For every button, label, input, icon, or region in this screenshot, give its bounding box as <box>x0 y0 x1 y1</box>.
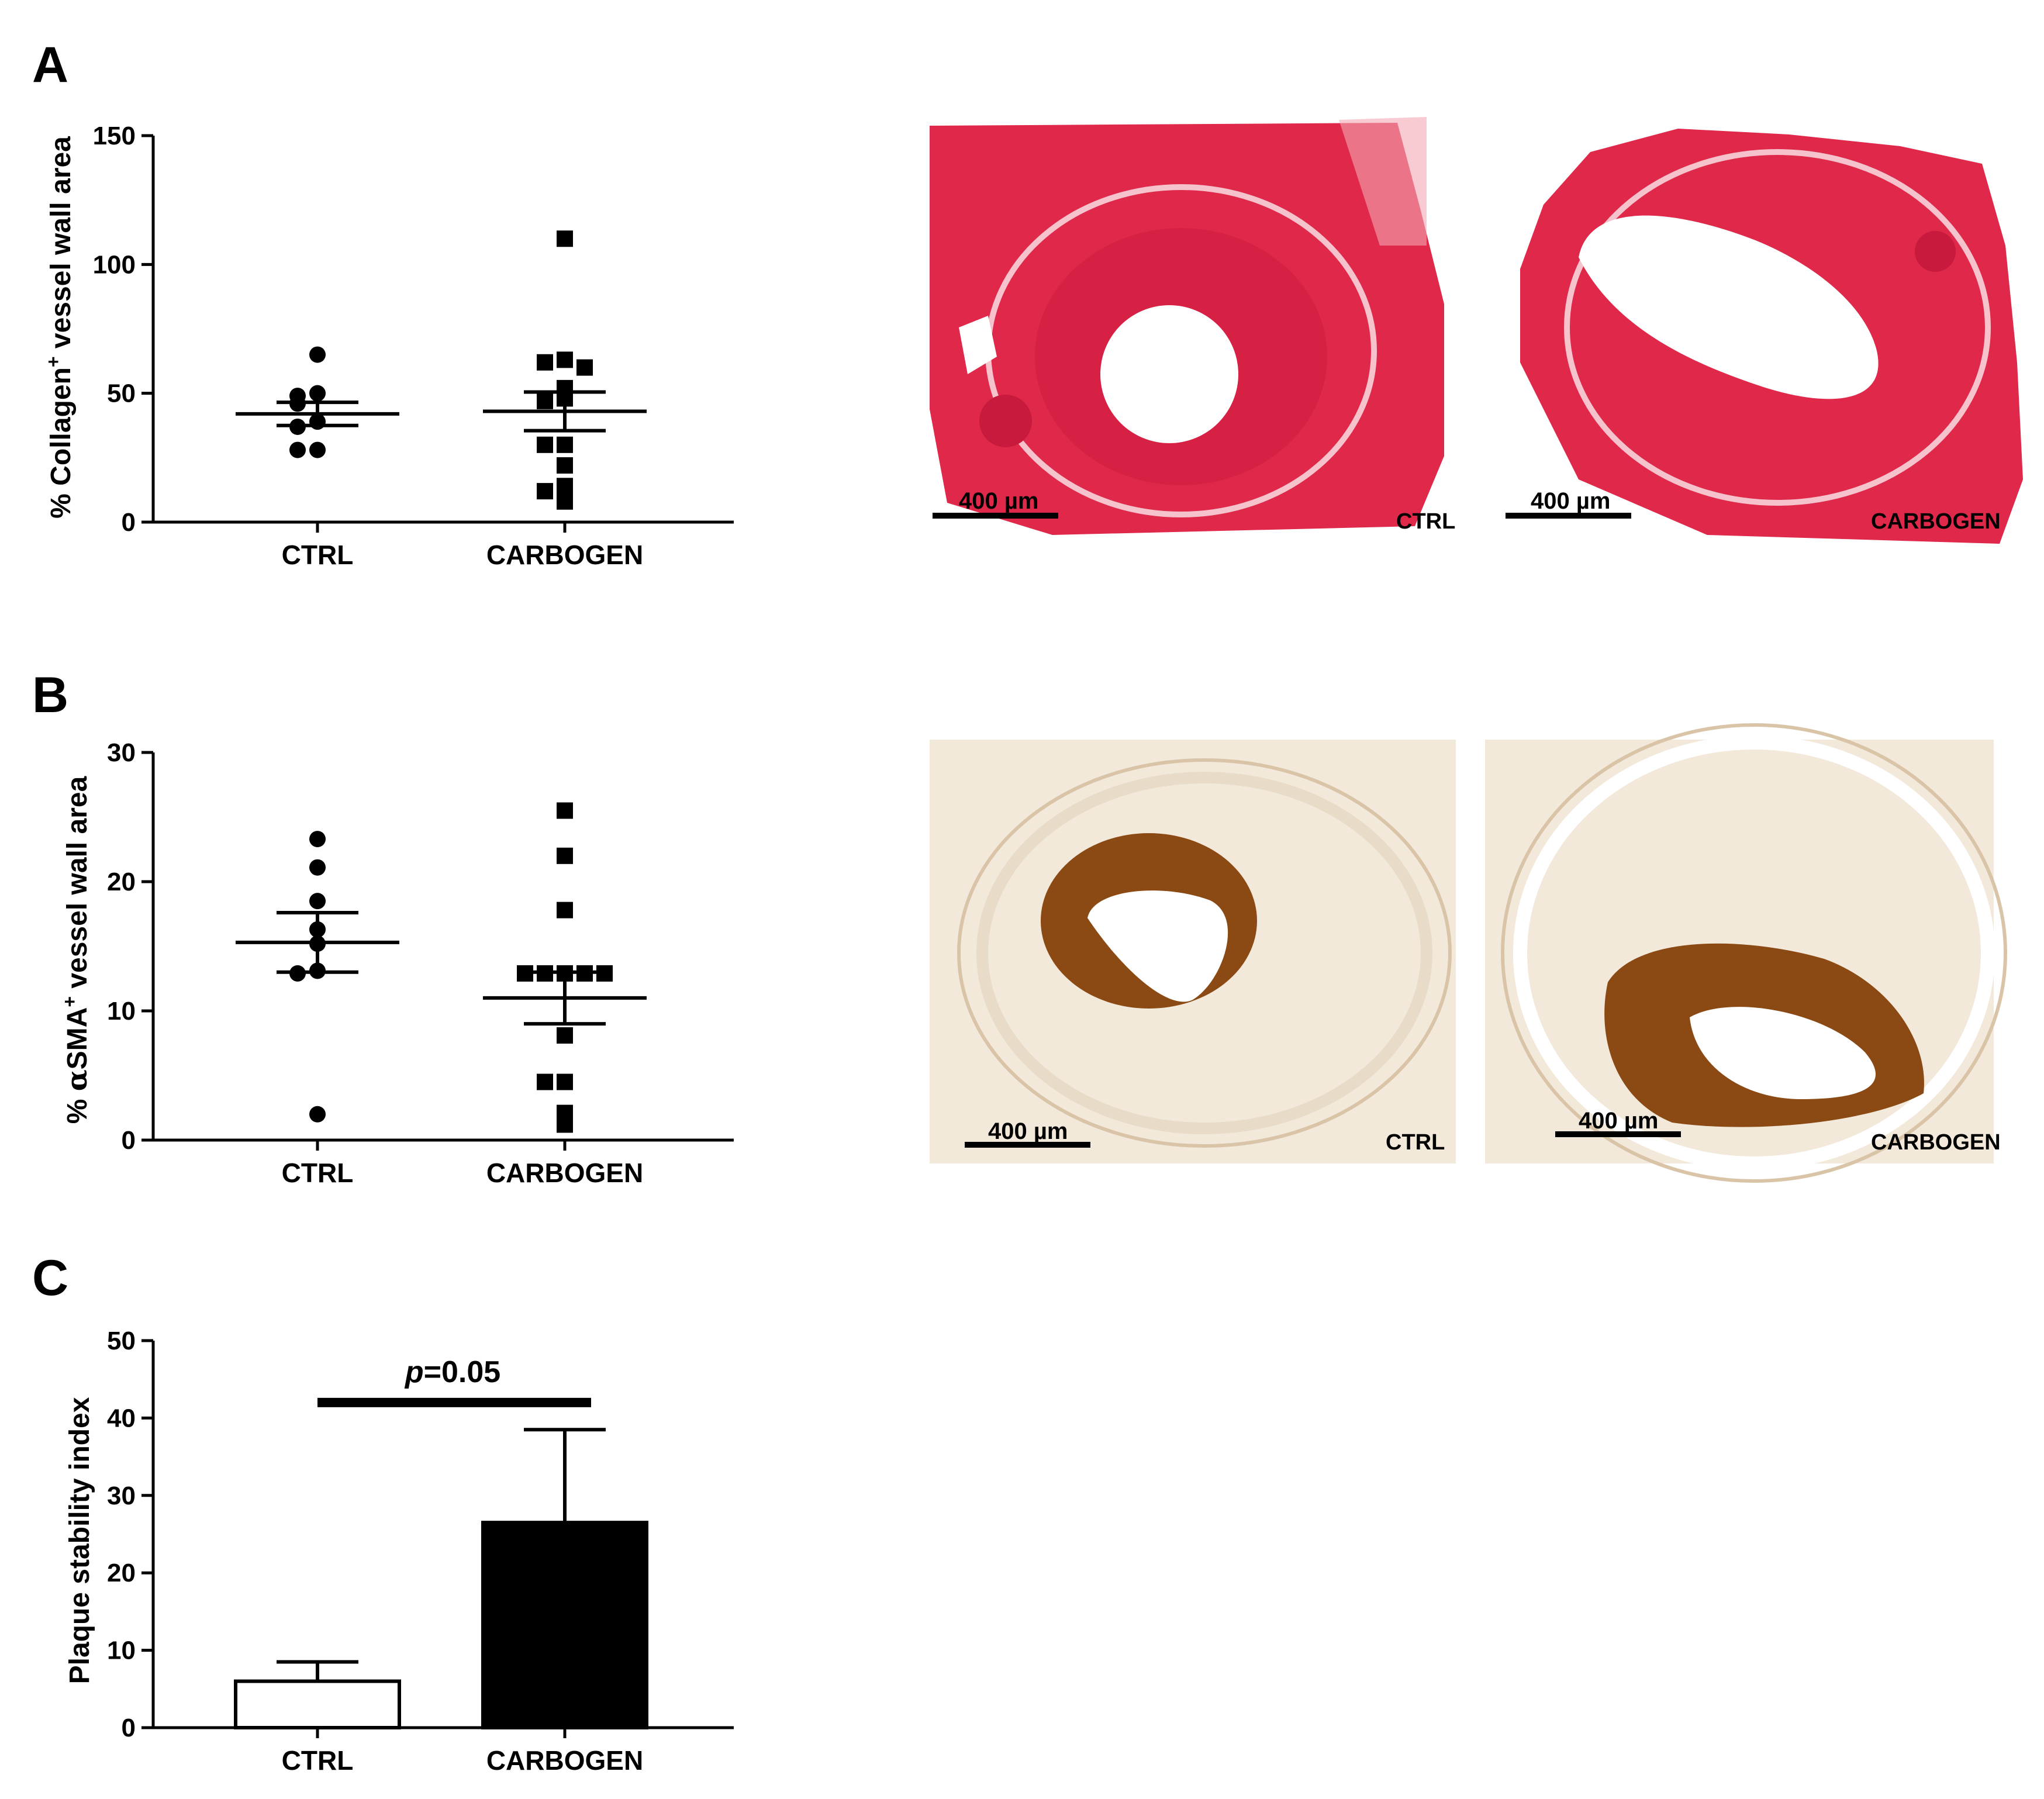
chart-a-category-label: CTRL <box>282 540 354 570</box>
chart-a-point <box>309 346 326 363</box>
micrograph-label-a-ctrl: CTRL <box>1396 509 1455 534</box>
chart-c-ylabel: Plaque stability index <box>64 1397 95 1684</box>
chart-a-ytick-label: 50 <box>107 379 136 408</box>
chart-c-bar <box>481 1521 648 1729</box>
chart-a-ytick-label: 100 <box>93 250 136 279</box>
chart-b-point <box>309 1106 326 1123</box>
chart-c-ytick-label: 20 <box>107 1559 136 1587</box>
chart-a-point <box>557 436 573 453</box>
micrograph-b-carbogen <box>1485 723 2007 1183</box>
chart-b-category-label: CTRL <box>282 1158 354 1188</box>
chart-b-ytick-label: 20 <box>107 868 136 896</box>
chart-c-ytick-label: 30 <box>107 1482 136 1510</box>
panel-letter-a: A <box>32 37 68 93</box>
chart-a-ytick-label: 150 <box>93 122 136 150</box>
chart-a-point <box>557 351 573 368</box>
chart-c-p-value: p=0.05 <box>404 1355 500 1389</box>
chart-c-category-label: CTRL <box>282 1745 354 1776</box>
chart-a-point <box>557 478 573 495</box>
micrograph-a-ctrl <box>930 117 1444 535</box>
chart-b-point <box>557 902 573 919</box>
chart-b-ylabel: % αSMA+ vessel wall area <box>59 776 94 1124</box>
scale-label-b-ctrl: 400 µm <box>988 1118 1068 1144</box>
chart-c-ytick-label: 10 <box>107 1636 136 1665</box>
panel-letter-b: B <box>32 667 68 723</box>
chart-b-point <box>557 847 573 864</box>
micrograph-label-b-carbogen: CARBOGEN <box>1871 1130 2001 1155</box>
chart-c-ytick-label: 40 <box>107 1404 136 1432</box>
chart-a-ylabel: % Collagen+ vessel wall area <box>43 136 77 519</box>
chart-a-point <box>537 392 553 409</box>
chart-a-point <box>557 457 573 474</box>
chart-b-point <box>309 893 326 910</box>
panel-letter-c: C <box>32 1250 68 1306</box>
chart-b-ytick-label: 10 <box>107 997 136 1025</box>
chart-a-point <box>537 436 553 453</box>
scale-label-a-ctrl: 400 µm <box>959 488 1038 514</box>
micrograph-label-b-ctrl: CTRL <box>1386 1130 1445 1155</box>
scale-label-a-carbogen: 400 µm <box>1531 488 1610 514</box>
chart-c-stability-bar: 0 10 20 30 40 50 CTRL CARBOGEN p=0.05 <box>107 1327 734 1776</box>
chart-a-point <box>289 441 306 458</box>
chart-b-point <box>309 859 326 876</box>
chart-c-ytick-label: 50 <box>107 1327 136 1355</box>
chart-b-point <box>557 1116 573 1133</box>
chart-a-point <box>309 441 326 458</box>
scale-label-b-carbogen: 400 µm <box>1579 1108 1658 1134</box>
chart-b-point <box>537 1073 553 1090</box>
chart-a-point <box>309 385 326 402</box>
chart-b-point <box>557 802 573 819</box>
micrograph-a-carbogen <box>1520 129 2023 544</box>
chart-a-category-label: CARBOGEN <box>486 540 643 570</box>
chart-b-category-label: CARBOGEN <box>486 1158 643 1188</box>
chart-a-point <box>537 354 553 371</box>
chart-b-point <box>309 831 326 848</box>
chart-b-point <box>557 1073 573 1090</box>
micrograph-b-ctrl <box>930 740 1456 1163</box>
chart-a-point <box>537 483 553 500</box>
chart-c-category-label: CARBOGEN <box>486 1745 643 1776</box>
chart-b-ytick-label: 0 <box>122 1126 136 1155</box>
chart-a-point <box>557 493 573 510</box>
chart-a-point <box>576 359 593 376</box>
chart-c-ytick-label: 0 <box>122 1714 136 1742</box>
chart-c-bar <box>234 1679 401 1730</box>
chart-b-point <box>557 1027 573 1044</box>
chart-b-ytick-label: 30 <box>107 738 136 767</box>
chart-b-asma-scatter: 0 10 20 30 CTRL CARBOGEN <box>107 738 734 1188</box>
chart-a-ytick-label: 0 <box>122 508 136 537</box>
micrograph-label-a-carbogen: CARBOGEN <box>1871 509 2001 534</box>
chart-a-collagen-scatter: 0 50 100 150 CTRL CARBOGEN <box>93 122 734 570</box>
chart-a-point <box>557 230 573 247</box>
